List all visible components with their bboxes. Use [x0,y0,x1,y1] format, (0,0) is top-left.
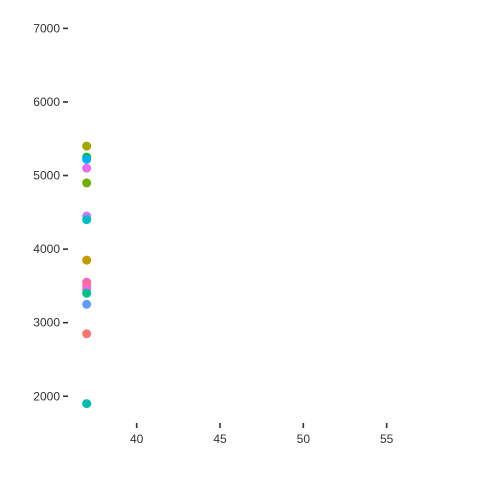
x-tick-label: 45 [213,432,227,446]
y-axis: 2000 3000 4000 5000 6000 7000 [33,21,68,403]
x-tick-label: 40 [130,432,144,446]
x-tick-label: 55 [380,432,394,446]
data-points [82,141,92,409]
y-tick-label: 3000 [33,316,60,330]
data-point [82,329,92,339]
data-point [82,141,92,151]
x-axis: 40 45 50 55 [130,423,394,446]
data-point [82,255,92,265]
y-tick-label: 5000 [33,169,60,183]
data-point [82,163,92,173]
y-tick-label: 2000 [33,389,60,403]
data-point [82,178,92,188]
y-tick-label: 6000 [33,95,60,109]
data-point [82,215,92,225]
y-tick-label: 7000 [33,21,60,35]
data-point [82,288,92,298]
data-point [82,399,92,409]
y-tick-label: 4000 [33,242,60,256]
data-point [82,299,92,309]
x-tick-label: 50 [297,432,311,446]
data-point [82,154,92,164]
